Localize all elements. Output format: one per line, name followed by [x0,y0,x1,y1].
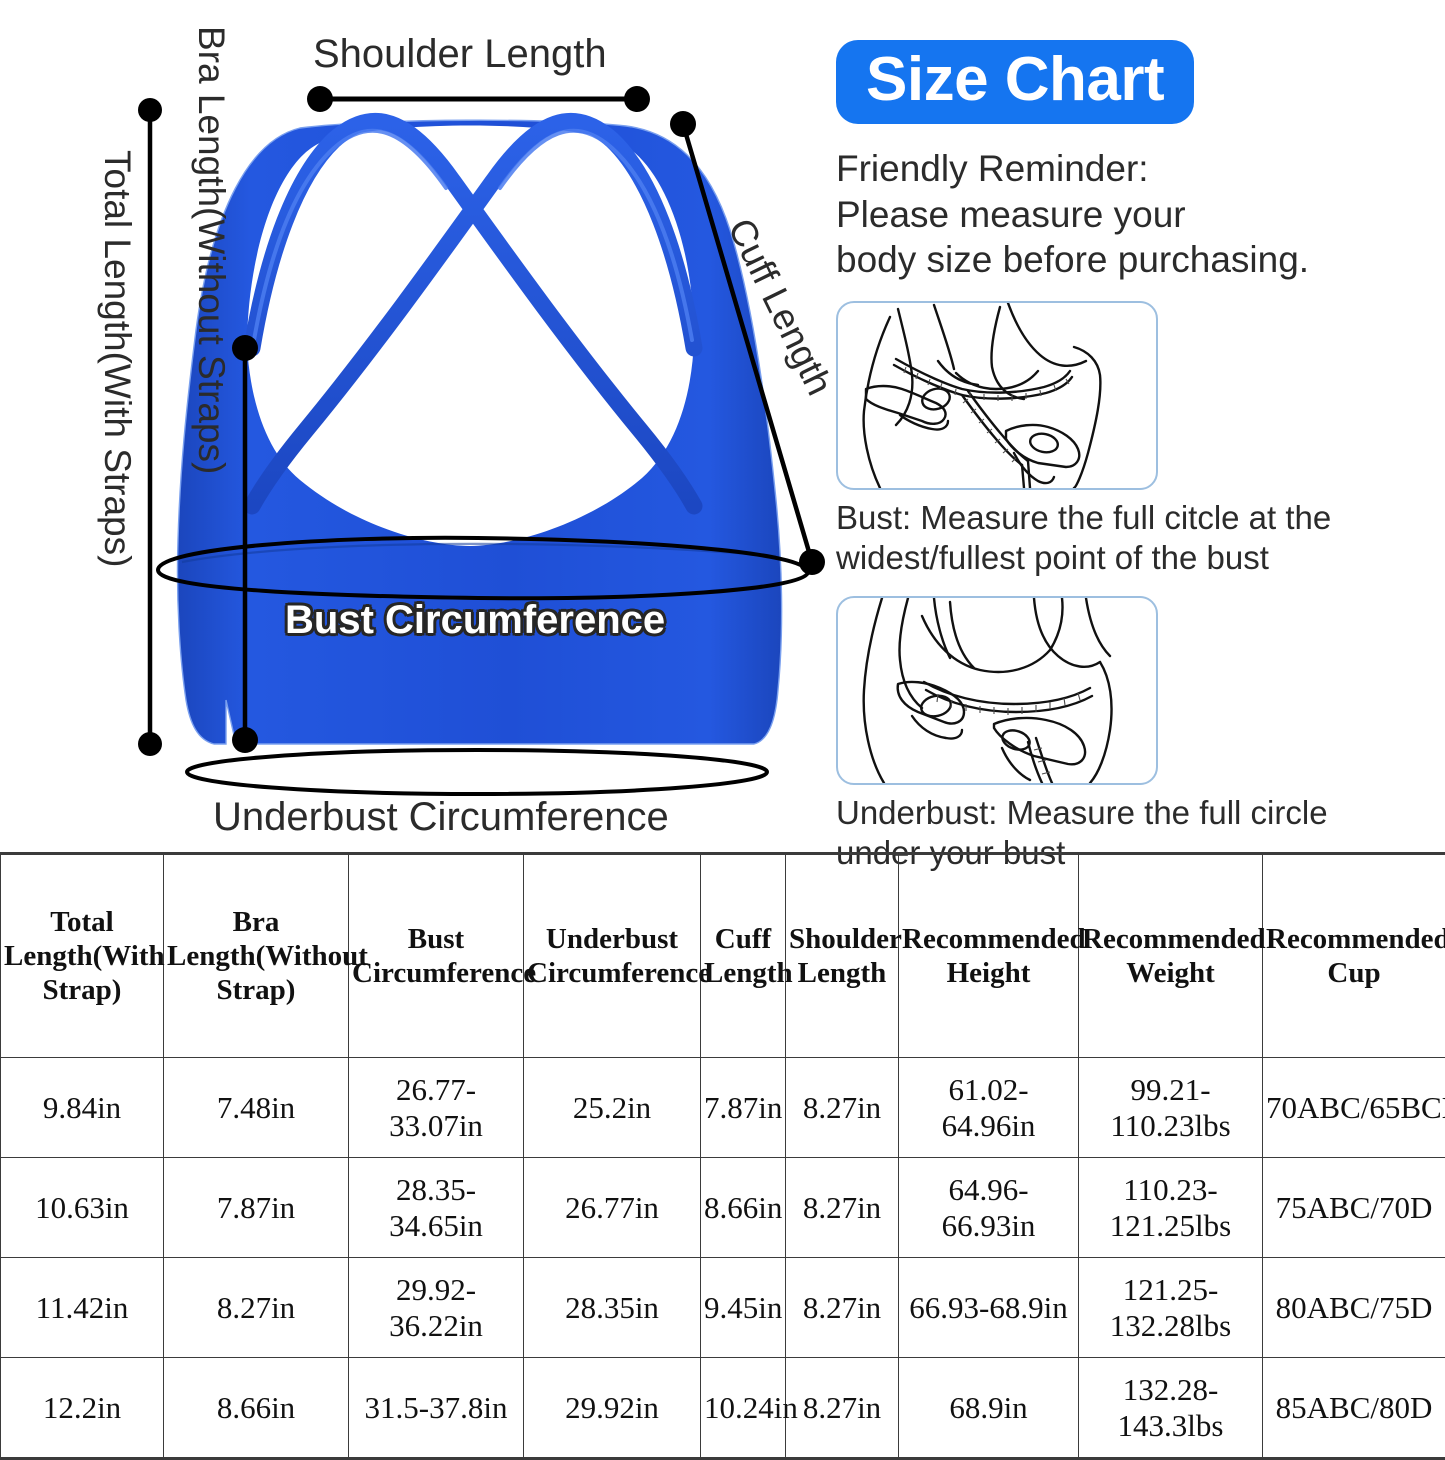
table-header-cell: Recommended Cup [1263,854,1445,1058]
table-cell: 80ABC/75D [1263,1258,1445,1358]
table-header-cell: Underbust Circumference [524,854,701,1058]
table-cell: 68.9in [899,1358,1079,1459]
total-length-top-marker [138,98,162,122]
table-header-cell: Recommended Height [899,854,1079,1058]
table-cell: 7.48in [164,1058,349,1158]
total-length-bottom-marker [138,732,162,756]
tape-measure-bust-icon [838,303,1156,488]
underbust-circumference-ellipse [187,750,767,794]
table-cell: 64.96-66.93in [899,1158,1079,1258]
info-panel: Size Chart Friendly Reminder: Please mea… [836,40,1436,874]
table-cell: 8.27in [786,1258,899,1358]
table-cell: 85ABC/80D [1263,1358,1445,1459]
table-cell: 8.66in [701,1158,786,1258]
table-cell: 28.35in [524,1258,701,1358]
size-chart-badge: Size Chart [836,40,1194,124]
bust-measure-illustration-box [836,301,1158,490]
top-illustration-area: Total Length(With Straps) Bra Length(Wit… [0,0,1445,848]
table-header-cell: Bra Length(Without Strap) [164,854,349,1058]
table-cell: 26.77-33.07in [349,1058,524,1158]
cuff-top-marker [670,111,696,137]
table-cell: 12.2in [1,1358,164,1459]
friendly-reminder-text: Friendly Reminder: Please measure your b… [836,146,1436,283]
table-cell: 121.25-132.28lbs [1079,1258,1263,1358]
shoulder-right-marker [624,86,650,112]
table-cell: 28.35-34.65in [349,1158,524,1258]
table-cell: 29.92-36.22in [349,1258,524,1358]
table-cell: 8.27in [786,1158,899,1258]
table-cell: 31.5-37.8in [349,1358,524,1459]
table-cell: 66.93-68.9in [899,1258,1079,1358]
table-cell: 132.28-143.3lbs [1079,1358,1263,1459]
table-cell: 9.45in [701,1258,786,1358]
table-cell: 9.84in [1,1058,164,1158]
table-cell: 7.87in [164,1158,349,1258]
underbust-circumference-label: Underbust Circumference [213,795,669,840]
table-cell: 29.92in [524,1358,701,1459]
table-cell: 61.02-64.96in [899,1058,1079,1158]
table-cell: 10.24in [701,1358,786,1459]
table-cell: 8.27in [786,1358,899,1459]
table-header-cell: Shoulder Length [786,854,899,1058]
tape-measure-underbust-icon [838,598,1156,783]
table-cell: 110.23-121.25lbs [1079,1158,1263,1258]
table-cell: 8.27in [164,1258,349,1358]
table-cell: 26.77in [524,1158,701,1258]
shoulder-length-label: Shoulder Length [313,32,607,77]
cuff-bottom-marker [799,549,825,575]
table-cell: 99.21-110.23lbs [1079,1058,1263,1158]
bra-length-label: Bra Length(Without Straps) [190,26,232,474]
total-length-label: Total Length(With Straps) [96,150,138,567]
table-cell: 25.2in [524,1058,701,1158]
table-header-row: Total Length(With Strap)Bra Length(Witho… [1,854,1445,1058]
table-header-cell: Cuff Length [701,854,786,1058]
bust-measure-caption: Bust: Measure the full citcle at the wid… [836,498,1436,579]
shoulder-left-marker [307,86,333,112]
table-cell: 10.63in [1,1158,164,1258]
table-cell: 70ABC/65BCD [1263,1058,1445,1158]
table-cell: 7.87in [701,1058,786,1158]
bust-circumference-label: Bust Circumference [285,598,665,643]
underbust-measure-illustration-box [836,596,1158,785]
table-cell: 11.42in [1,1258,164,1358]
table-cell: 8.66in [164,1358,349,1459]
size-chart-table: Total Length(With Strap)Bra Length(Witho… [0,852,1445,1460]
table-header-cell: Recommended Weight [1079,854,1263,1058]
table-cell: 8.27in [786,1058,899,1158]
bra-length-bottom-marker [232,727,258,753]
table-header-cell: Bust Circumference [349,854,524,1058]
bra-length-top-marker [232,335,258,361]
table-cell: 75ABC/70D [1263,1158,1445,1258]
table-header-cell: Total Length(With Strap) [1,854,164,1058]
